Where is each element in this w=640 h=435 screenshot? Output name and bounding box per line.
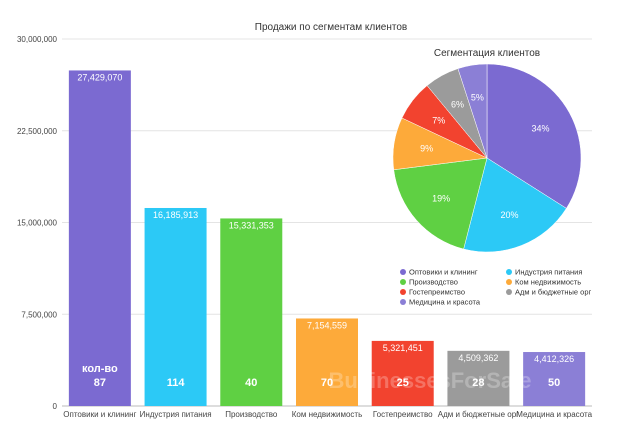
bar-count-label: 50 — [548, 377, 560, 389]
pie-slice — [457, 63, 488, 159]
bar-grid: 0 7,500,000 15,000,000 22,500,000 30,000,000 — [17, 35, 592, 411]
pie-percent-label: 5% — [471, 93, 484, 103]
x-axis-categories: Оптовики и клининг Индустрия питания Произ… — [63, 410, 592, 419]
legend-swatch — [506, 269, 512, 275]
bar — [447, 350, 510, 406]
legend-label: Гостепреимство — [409, 288, 465, 297]
pie-chart-title: Сегментация клиентов — [434, 48, 540, 59]
x-category-label: Ком недвижимость — [292, 410, 363, 419]
bar-count-label: 28 — [472, 377, 484, 389]
bar — [220, 218, 283, 406]
pie-percent-label: 6% — [451, 99, 464, 109]
pie-chart: Сегментация клиентов 34% 20% 19% 9% 7% 6% 5% — [392, 48, 582, 253]
y-tick-label: 0 — [53, 402, 58, 411]
bar-count-label: 87 — [94, 377, 106, 389]
pie-percent-label: 7% — [432, 116, 445, 126]
legend-swatch — [506, 289, 512, 295]
y-tick-label: 30,000,000 — [17, 35, 58, 44]
pie-percent-label: 9% — [420, 143, 433, 153]
y-tick-label: 15,000,000 — [17, 219, 58, 228]
bar-count-label: 25 — [397, 377, 409, 389]
pie-slice — [463, 157, 567, 253]
pie-legend: Оптовики и клининг Индустрия питания Произ… — [400, 268, 592, 307]
legend-label: Адм и бюджетные орг — [515, 288, 592, 297]
pie-percent-label: 19% — [432, 193, 450, 203]
bar — [144, 207, 207, 406]
bar-series: 27,429,070 87 16,185,913 114 15,331,353 40 7,1… — [68, 70, 586, 406]
bar-value-label: 4,509,362 — [458, 353, 498, 363]
pie-slice — [486, 63, 582, 209]
legend-label: Медицина и красота — [409, 298, 481, 307]
x-category-label: Адм и бюджетные орг — [438, 410, 519, 419]
pie-percent-label: 20% — [500, 210, 518, 220]
legend-swatch — [400, 279, 406, 285]
bar-value-label: 16,185,913 — [153, 210, 198, 220]
bar — [296, 318, 358, 406]
legend-swatch — [506, 279, 512, 285]
bar-count-label: 70 — [321, 377, 333, 389]
bar-value-label: 7,154,559 — [307, 320, 347, 330]
x-category-label: Медицина и красота — [516, 410, 592, 419]
legend-label: Индустрия питания — [515, 268, 582, 277]
bar-count-label: 40 — [245, 377, 257, 389]
y-tick-label: 7,500,000 — [21, 310, 57, 319]
bar-chart-title: Продажи по сегментам клиентов — [255, 22, 407, 33]
x-category-label: Гостепреимство — [373, 410, 433, 419]
legend-swatch — [400, 269, 406, 275]
watermark: BusinessesForSale — [329, 368, 532, 393]
bar — [523, 352, 586, 406]
pie-slice — [393, 157, 488, 250]
pie-percent-label: 34% — [532, 124, 550, 134]
legend-swatch — [400, 289, 406, 295]
y-tick-label: 22,500,000 — [17, 127, 58, 136]
legend-label: Оптовики и клининг — [409, 268, 478, 277]
x-category-label: Производство — [225, 410, 278, 419]
bar-count-label: 114 — [167, 377, 186, 389]
x-category-label: Индустрия питания — [140, 410, 212, 419]
legend-label: Производство — [409, 278, 458, 287]
bar-value-label: 4,412,326 — [534, 354, 574, 364]
bar — [68, 70, 131, 406]
legend-swatch — [400, 299, 406, 305]
legend-label: Ком недвижимость — [515, 278, 581, 287]
count-header-label: кол-во — [82, 363, 118, 375]
bar — [371, 340, 434, 406]
bar-value-label: 15,331,353 — [229, 220, 274, 230]
x-category-label: Оптовики и клининг — [63, 410, 136, 419]
bar-value-label: 27,429,070 — [77, 72, 122, 82]
bar-value-label: 5,321,451 — [383, 343, 423, 353]
